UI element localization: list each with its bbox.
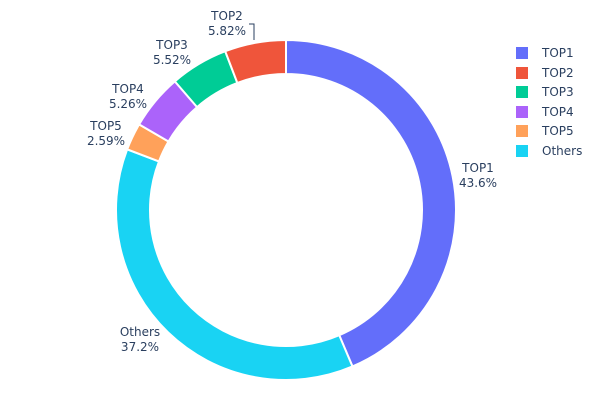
legend-swatch bbox=[516, 144, 528, 157]
slice-top3[interactable] bbox=[173, 49, 239, 109]
slice-label-top3: TOP3 5.52% bbox=[152, 38, 192, 67]
slice-top4[interactable] bbox=[137, 79, 199, 143]
legend-swatch bbox=[516, 125, 528, 137]
slice-label-others: Others 37.2% bbox=[119, 325, 161, 354]
legend-item-top1[interactable]: TOP1 bbox=[516, 45, 574, 61]
legend-item-top5[interactable]: TOP5 bbox=[516, 123, 574, 139]
legend-item-top3[interactable]: TOP3 bbox=[516, 84, 574, 100]
slice-top2[interactable] bbox=[223, 38, 287, 85]
slice-top5[interactable] bbox=[125, 123, 170, 163]
slice-label-top4: TOP4 5.26% bbox=[108, 82, 148, 111]
legend-label: TOP1 bbox=[542, 46, 574, 60]
legend-label: TOP2 bbox=[542, 65, 574, 80]
legend-item-top2[interactable]: TOP2 bbox=[516, 65, 574, 81]
legend-label: TOP3 bbox=[542, 85, 574, 99]
top2-leader-line bbox=[249, 23, 255, 40]
slice-others[interactable] bbox=[115, 148, 354, 381]
legend-swatch bbox=[516, 86, 528, 98]
legend-label: TOP5 bbox=[542, 124, 574, 138]
slice-label-top1: TOP1 43.6% bbox=[458, 161, 498, 190]
legend-label: Others bbox=[542, 143, 583, 158]
legend-label: TOP4 bbox=[542, 104, 574, 119]
legend-item-others[interactable]: Others bbox=[516, 143, 582, 159]
legend-item-top4[interactable]: TOP4 bbox=[516, 104, 574, 120]
legend-swatch bbox=[516, 105, 528, 118]
legend-swatch bbox=[516, 66, 528, 79]
slice-label-top5: TOP5 2.59% bbox=[86, 119, 126, 148]
slice-label-top2: TOP2 5.82% bbox=[207, 9, 247, 38]
legend-swatch bbox=[516, 47, 528, 59]
slice-top1[interactable] bbox=[285, 38, 457, 368]
